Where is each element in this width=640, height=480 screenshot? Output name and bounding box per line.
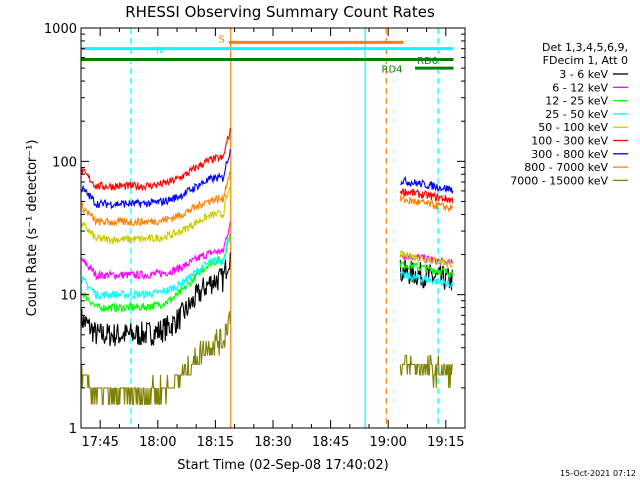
legend-entry-1: 6 - 12 keV <box>552 81 608 94</box>
y-tick-label-1: 10 <box>60 289 77 304</box>
flag-label-3: RD4 <box>382 65 403 76</box>
legend-header-1: FDecim 1, Att 0 <box>543 54 628 67</box>
x-axis-label: Start Time (02-Sep-08 17:40:02) <box>177 458 388 473</box>
y-tick-label-2: 100 <box>52 155 77 170</box>
legend-entry-2: 12 - 25 keV <box>545 95 608 108</box>
x-tick-label-2: 18:15 <box>197 435 234 450</box>
y-tick-label-0: 1 <box>69 422 77 437</box>
series-line-5 <box>81 127 454 204</box>
series-line-6 <box>81 148 454 210</box>
legend-entry-4: 50 - 100 keV <box>538 121 608 134</box>
legend-header-0: Det 1,3,4,5,6,9, <box>542 41 628 54</box>
legend-entry-3: 25 - 50 keV <box>545 108 608 121</box>
x-tick-label-6: 19:15 <box>427 435 464 450</box>
legend-entry-0: 3 - 6 keV <box>559 68 608 81</box>
legend-entry-6: 300 - 800 keV <box>531 148 608 161</box>
x-tick-label-3: 18:30 <box>254 435 291 450</box>
series-line-4 <box>81 186 454 269</box>
x-tick-label-4: 18:45 <box>312 435 349 450</box>
chart-title: RHESSI Observing Summary Count Rates <box>125 3 435 21</box>
x-tick-label-5: 19:00 <box>369 435 406 450</box>
footer-timestamp: 15-Oct-2021 07:12 <box>560 469 636 478</box>
y-tick-label-3: 1000 <box>44 22 77 37</box>
series-line-1 <box>81 221 454 281</box>
x-tick-label-0: 17:45 <box>81 435 118 450</box>
flag-label-1: S <box>218 34 224 45</box>
series-line-3 <box>81 235 454 301</box>
series-line-7 <box>81 171 454 228</box>
series-line-8 <box>81 311 453 406</box>
legend-entry-5: 100 - 300 keV <box>531 135 608 148</box>
flag-label-4: RD0 <box>417 56 438 67</box>
y-axis-label: Count Rate (s⁻¹ detector⁻¹) <box>25 140 40 317</box>
x-tick-label-1: 18:00 <box>139 435 176 450</box>
legend-entry-8: 7000 - 15000 keV <box>510 174 608 187</box>
series-line-0 <box>81 252 454 347</box>
legend-entry-7: 800 - 7000 keV <box>524 161 608 174</box>
series-line-2 <box>81 233 454 313</box>
flag-label-0: N <box>156 46 163 57</box>
